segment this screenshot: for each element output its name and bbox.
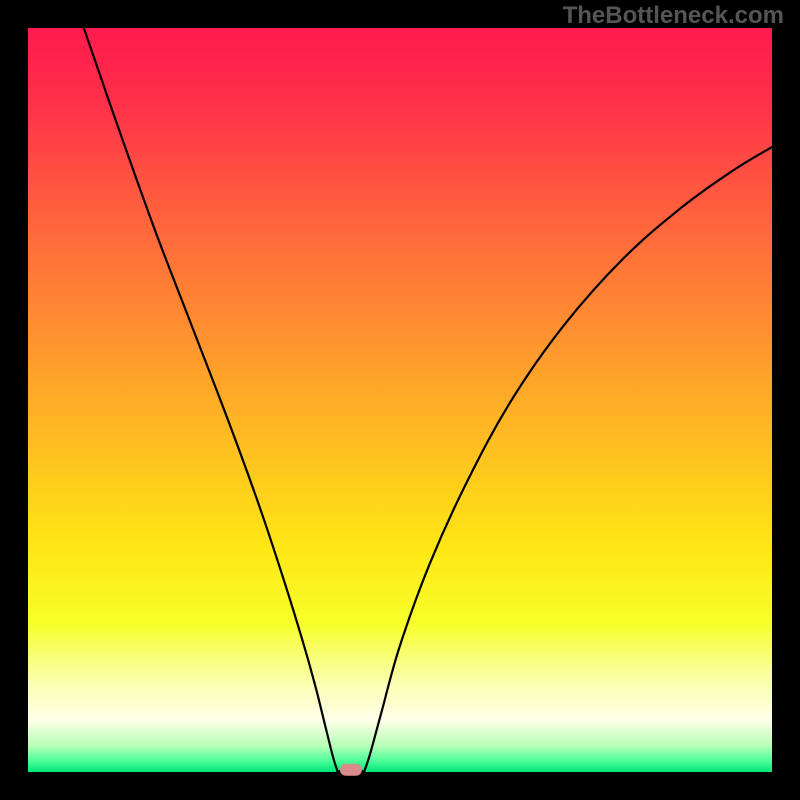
chart-svg [0,0,800,800]
gradient-background [28,28,772,772]
watermark-text: TheBottleneck.com [563,2,784,30]
optimal-point-marker [340,764,362,776]
